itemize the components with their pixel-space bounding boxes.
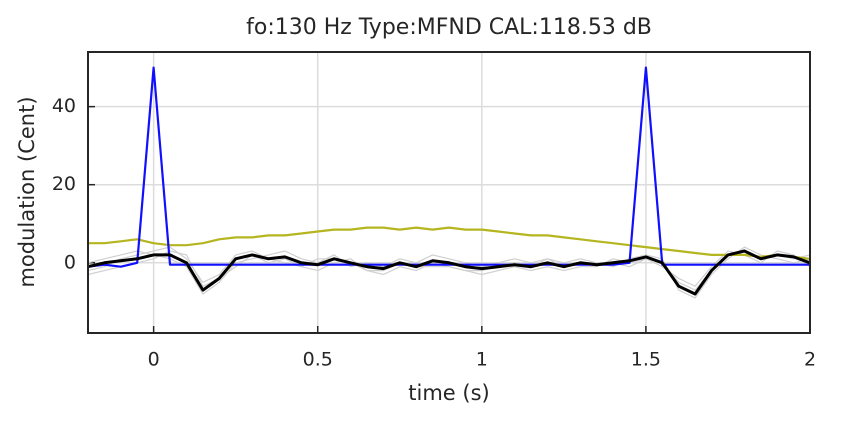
y-tick-label: 0 [64,251,76,273]
x-tick-label: 0.5 [303,349,333,371]
series-line [88,249,810,296]
series-line [88,250,810,291]
x-tick-label: 0 [148,349,160,371]
plot-frame [87,51,811,334]
series-line [88,226,810,260]
y-tick-label: 20 [52,173,76,195]
series-line [88,66,810,268]
series-line [88,246,810,299]
x-tick-label: 2 [804,349,816,371]
plot-area [88,52,810,333]
lines [88,66,810,299]
x-tick-label: 1.5 [631,349,661,371]
x-tick-label: 1 [476,349,488,371]
y-axis-label: modulation (Cent) [15,96,39,287]
x-axis-label: time (s) [408,381,489,405]
chart-title: fo:130 Hz Type:MFND CAL:118.53 dB [246,15,652,40]
y-tick-label: 40 [52,95,76,117]
